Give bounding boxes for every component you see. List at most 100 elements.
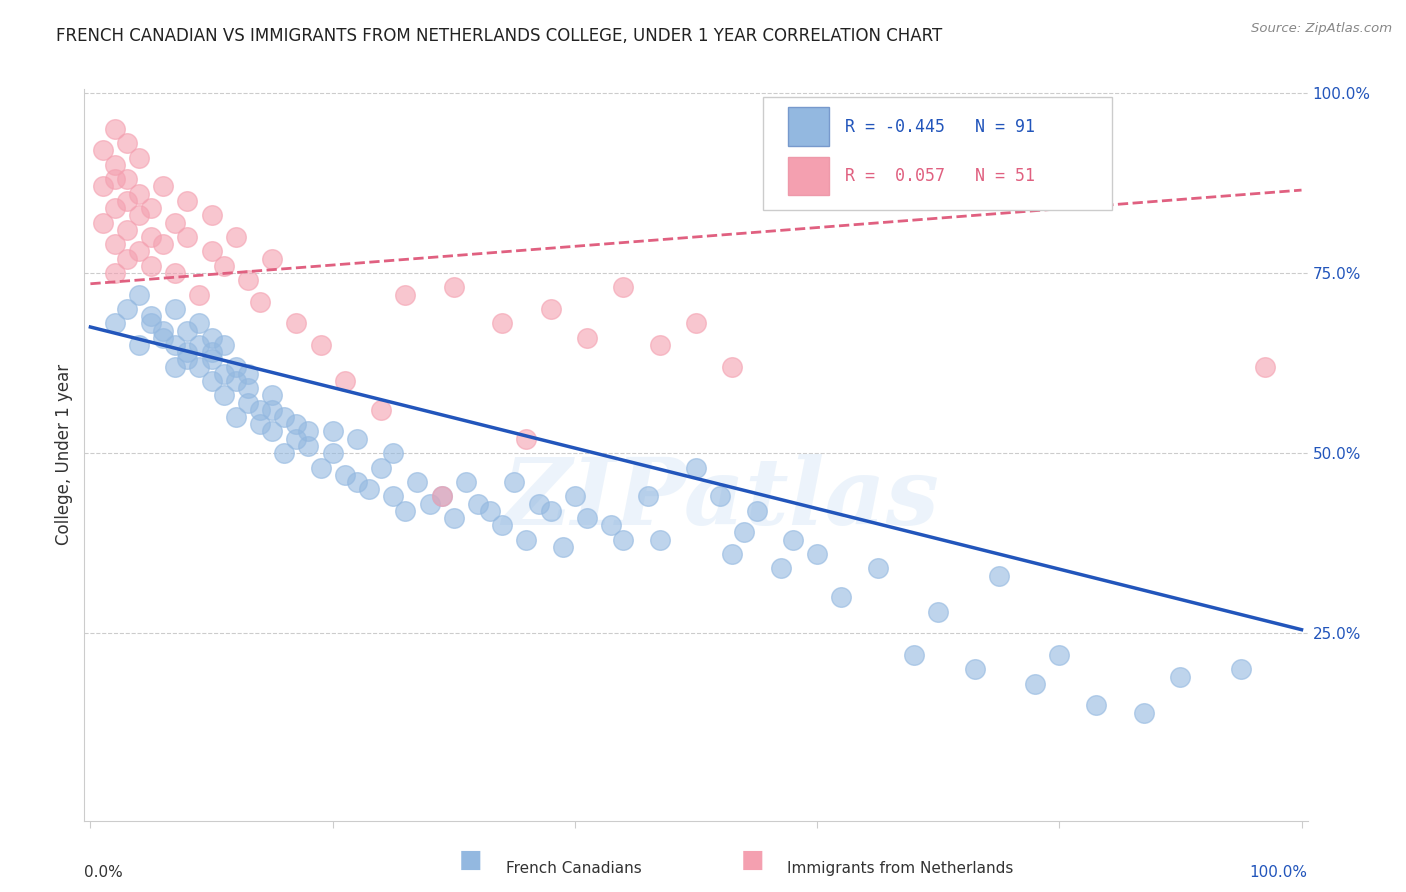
Point xyxy=(1170,669,1192,683)
Point xyxy=(382,489,405,503)
Point xyxy=(491,317,513,331)
Point xyxy=(115,136,138,151)
Point xyxy=(139,201,162,215)
Point xyxy=(285,432,308,446)
FancyBboxPatch shape xyxy=(787,157,830,195)
Text: FRENCH CANADIAN VS IMMIGRANTS FROM NETHERLANDS COLLEGE, UNDER 1 YEAR CORRELATION: FRENCH CANADIAN VS IMMIGRANTS FROM NETHE… xyxy=(56,27,942,45)
Point xyxy=(115,194,138,208)
Point xyxy=(188,317,211,331)
Point xyxy=(540,301,562,316)
Point xyxy=(152,179,174,194)
Point xyxy=(115,301,138,316)
Point xyxy=(430,489,453,503)
Point xyxy=(322,425,344,439)
FancyBboxPatch shape xyxy=(763,96,1112,210)
Point xyxy=(297,425,319,439)
Point xyxy=(262,388,284,402)
Point xyxy=(564,489,586,503)
Text: 0.0%: 0.0% xyxy=(84,864,124,880)
Point xyxy=(467,497,489,511)
Point xyxy=(273,446,295,460)
Point xyxy=(200,331,222,345)
Point xyxy=(139,230,162,244)
Text: ■: ■ xyxy=(741,847,763,871)
Point xyxy=(1084,698,1107,713)
Text: Immigrants from Netherlands: Immigrants from Netherlands xyxy=(787,861,1014,876)
Point xyxy=(648,533,671,547)
Point xyxy=(370,460,392,475)
Point xyxy=(236,367,259,381)
Point xyxy=(418,497,440,511)
Point xyxy=(152,324,174,338)
Point xyxy=(128,287,150,301)
Point xyxy=(188,338,211,352)
Point xyxy=(322,446,344,460)
Point xyxy=(612,280,634,294)
Point xyxy=(176,194,198,208)
Point xyxy=(262,403,284,417)
Point xyxy=(225,374,247,388)
Point xyxy=(249,294,271,309)
Point xyxy=(115,223,138,237)
Point xyxy=(333,374,356,388)
Point xyxy=(91,144,114,158)
Point xyxy=(212,388,235,402)
Point xyxy=(297,439,319,453)
Point xyxy=(152,237,174,252)
Y-axis label: College, Under 1 year: College, Under 1 year xyxy=(55,364,73,546)
Text: ZIPatlas: ZIPatlas xyxy=(502,454,939,544)
Point xyxy=(285,417,308,432)
Point xyxy=(1133,706,1156,720)
Point xyxy=(176,345,198,359)
Point xyxy=(236,381,259,395)
FancyBboxPatch shape xyxy=(787,108,830,145)
Point xyxy=(212,338,235,352)
Point xyxy=(139,259,162,273)
Point xyxy=(128,338,150,352)
Point xyxy=(806,547,828,561)
Point xyxy=(212,259,235,273)
Point xyxy=(200,374,222,388)
Point xyxy=(685,460,707,475)
Point xyxy=(394,287,416,301)
Point xyxy=(1024,677,1046,691)
Point xyxy=(430,489,453,503)
Point xyxy=(225,410,247,425)
Point xyxy=(152,331,174,345)
Point xyxy=(443,280,465,294)
Point xyxy=(91,215,114,229)
Point xyxy=(685,317,707,331)
Point xyxy=(115,252,138,266)
Point xyxy=(745,504,768,518)
Point xyxy=(225,359,247,374)
Point xyxy=(249,417,271,432)
Point xyxy=(139,309,162,323)
Point xyxy=(1254,359,1277,374)
Point xyxy=(443,511,465,525)
Point xyxy=(188,287,211,301)
Point xyxy=(115,172,138,186)
Point xyxy=(212,367,235,381)
Point xyxy=(176,324,198,338)
Point xyxy=(236,273,259,287)
Point xyxy=(309,338,332,352)
Point xyxy=(165,215,187,229)
Point xyxy=(91,179,114,194)
Point xyxy=(648,338,671,352)
Point xyxy=(188,359,211,374)
Point xyxy=(987,568,1010,582)
Point xyxy=(165,266,187,280)
Point xyxy=(963,662,986,676)
Point xyxy=(527,497,550,511)
Point xyxy=(927,605,949,619)
Point xyxy=(200,244,222,259)
Point xyxy=(262,252,284,266)
Point xyxy=(346,432,368,446)
Point xyxy=(769,561,792,575)
Point xyxy=(104,266,127,280)
Point xyxy=(285,317,308,331)
Point xyxy=(165,338,187,352)
Point xyxy=(236,395,259,409)
Point xyxy=(612,533,634,547)
Point xyxy=(200,208,222,222)
